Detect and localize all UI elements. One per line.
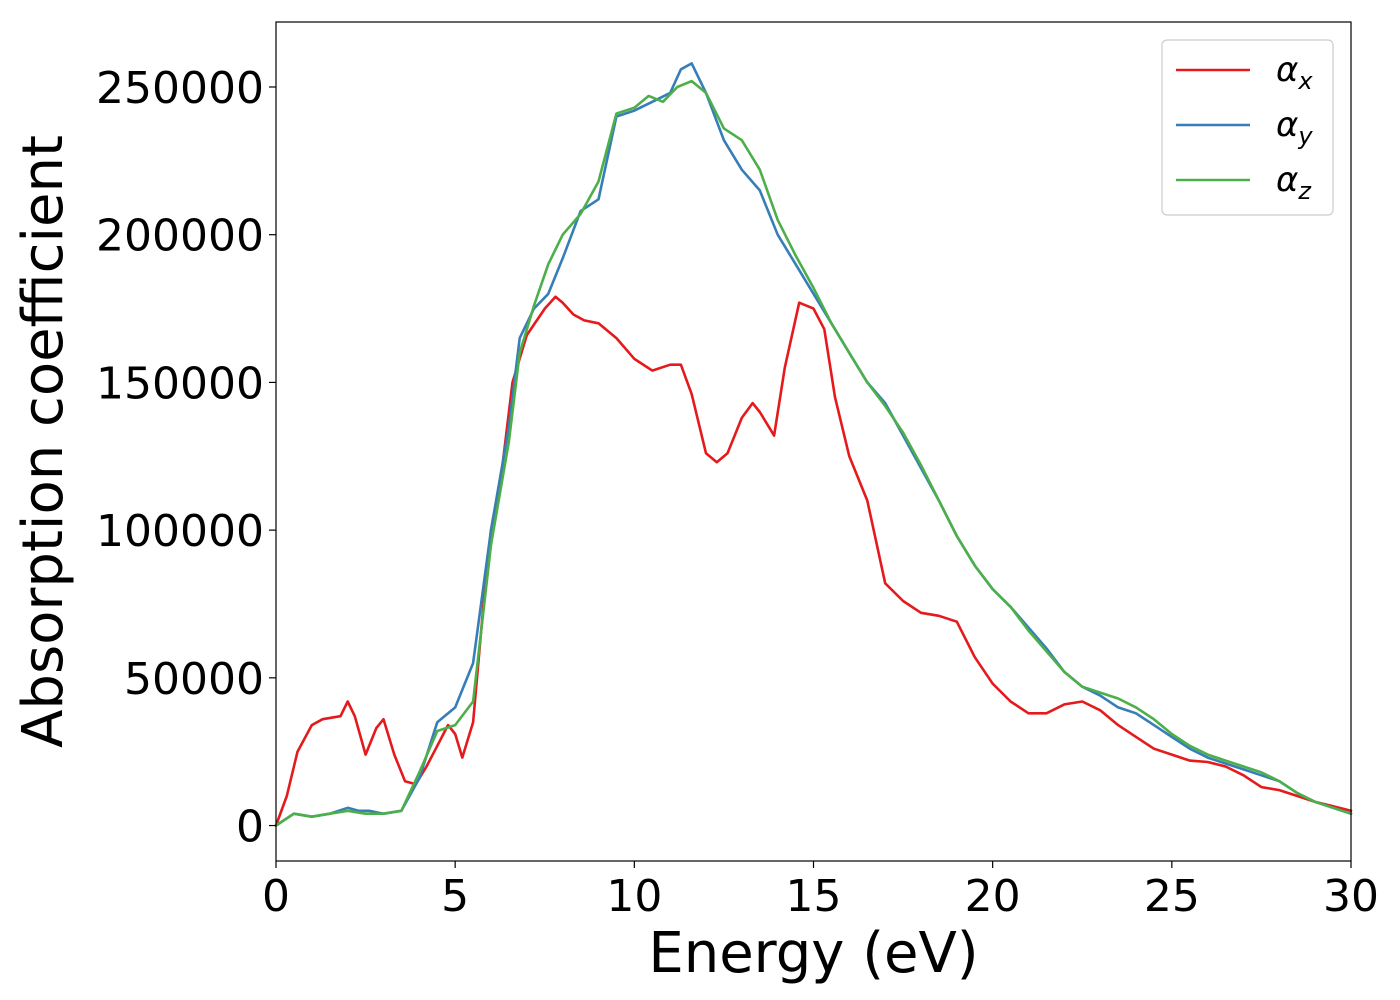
legend-label-x: αx (1276, 50, 1313, 95)
series-line-y (274, 62, 1353, 827)
legend-label-z: αz (1276, 160, 1312, 205)
x-axis-title: Energy (eV) (648, 921, 978, 986)
y-tick-label: 200000 (96, 211, 264, 262)
x-tick-label: 10 (606, 871, 662, 922)
x-tick-label: 5 (441, 871, 469, 922)
x-axis-ticks: 0 5 10 15 20 25 30 (262, 861, 1379, 922)
x-tick-label: 15 (786, 871, 842, 922)
y-tick-label: 150000 (96, 358, 264, 409)
x-tick-label: 30 (1323, 871, 1379, 922)
y-tick-label: 250000 (96, 63, 264, 114)
y-tick-label: 0 (236, 802, 264, 853)
y-tick-label: 50000 (124, 654, 264, 705)
x-tick-label: 20 (965, 871, 1021, 922)
legend-label-y: αy (1276, 105, 1313, 150)
series-line-z (274, 79, 1353, 827)
legend: αx αy αz (1161, 39, 1334, 216)
x-tick-label: 0 (262, 871, 290, 922)
plot-lines (274, 62, 1353, 827)
legend-box (1161, 39, 1334, 216)
y-axis-title: Absorption coefficient (11, 135, 76, 748)
x-tick-label: 25 (1144, 871, 1200, 922)
y-axis-ticks: 0 50000 100000 150000 200000 250000 (96, 63, 276, 853)
y-tick-label: 100000 (96, 506, 264, 557)
